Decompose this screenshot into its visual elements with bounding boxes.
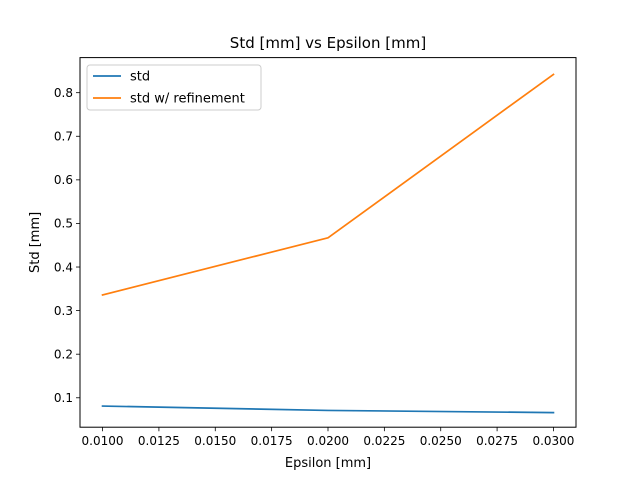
x-tick-label: 0.0150 <box>194 434 236 448</box>
series-layer <box>101 73 555 414</box>
legend: std std w/ refinement <box>86 64 262 111</box>
series-line-std-refinement <box>101 73 555 296</box>
y-tick-label: 0.1 <box>54 391 73 405</box>
y-tick-label: 0.4 <box>54 260 73 274</box>
y-tick-label: 0.7 <box>54 130 73 144</box>
x-tick-label: 0.0100 <box>82 434 124 448</box>
y-axis-label: Std [mm] <box>28 212 43 273</box>
y-tick-label: 0.5 <box>54 217 73 231</box>
legend-label-std-refinement: std w/ refinement <box>130 92 245 107</box>
x-tick-label: 0.0225 <box>363 434 405 448</box>
x-tick-label: 0.0175 <box>251 434 293 448</box>
y-tick-label: 0.8 <box>54 86 73 100</box>
chart-title: Std [mm] vs Epsilon [mm] <box>230 34 426 52</box>
x-tick-label: 0.0250 <box>420 434 462 448</box>
x-tick-label: 0.0200 <box>307 434 349 448</box>
plot-area <box>80 57 576 428</box>
y-tick-label: 0.3 <box>54 304 73 318</box>
x-tick-label: 0.0125 <box>138 434 180 448</box>
x-tick-label: 0.0275 <box>476 434 518 448</box>
y-axis-ticks: 0.1 0.2 0.3 0.4 0.5 0.6 0.7 0.8 <box>54 86 80 405</box>
x-axis-label: Epsilon [mm] <box>285 456 371 471</box>
series-line-std <box>101 405 555 414</box>
x-tick-label: 0.0300 <box>532 434 574 448</box>
legend-label-std: std <box>130 70 150 85</box>
y-tick-label: 0.6 <box>54 173 73 187</box>
legend-box <box>86 64 262 111</box>
y-tick-label: 0.2 <box>54 347 73 361</box>
x-axis-ticks: 0.0100 0.0125 0.0150 0.0175 0.0200 0.0225 0.02… <box>82 427 574 448</box>
